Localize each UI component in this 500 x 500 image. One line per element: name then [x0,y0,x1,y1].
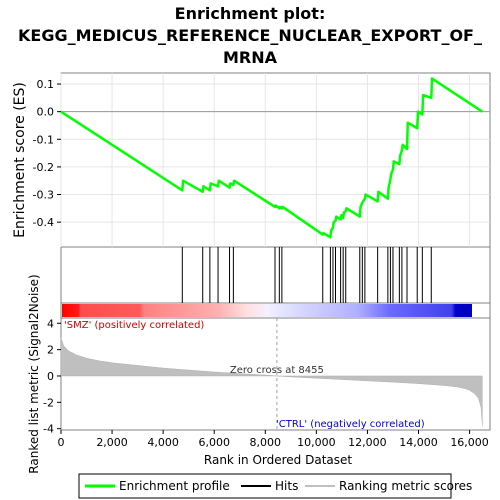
negative-correlation-label: 'CTRL' (negatively correlated) [276,419,425,430]
metric-y-tick-label: -4 [43,423,54,436]
enrichment-profile-line [60,77,484,239]
positive-correlation-label: 'SMZ' (positively correlated) [64,320,204,331]
x-tick-label: 0 [58,436,65,449]
x-tick-label: 12,000 [348,436,387,449]
metric-axis-label: Ranked list metric (Signal2Noise) [27,274,41,473]
x-tick-label: 10,000 [297,436,336,449]
metric-y-tick-label: 0 [47,370,54,383]
zero-cross-label: Zero cross at 8455 [230,365,324,376]
x-tick-label: 2,000 [96,436,128,449]
x-tick-label: 4,000 [147,436,179,449]
chart-title-line2: KEGG_MEDICUS_REFERENCE_NUCLEAR_EXPORT_OF… [18,26,482,45]
es-y-tick-label: -0.4 [33,216,54,229]
es-y-tick-label: -0.3 [33,189,54,202]
x-axis-label: Rank in Ordered Dataset [204,453,352,467]
x-tick-label: 16,000 [450,436,489,449]
es-y-tick-label: -0.1 [33,133,54,146]
es-y-tick-label: -0.2 [33,161,54,174]
metric-y-tick-label: 2 [47,344,54,357]
metric-y-tick-label: 4 [47,317,54,330]
hits-panel [60,246,491,304]
legend-label-ranking-metric: Ranking metric scores [339,479,472,493]
chart-title-line1: Enrichment plot: [175,4,326,23]
x-tick-label: 8,000 [250,436,282,449]
metric-y-tick-label: -2 [43,396,54,409]
chart-title-line3: MRNA [223,48,278,67]
es-y-tick-label: 0.0 [37,106,55,119]
es-y-tick-label: 0.1 [37,78,55,91]
x-tick-label: 6,000 [198,436,230,449]
legend-label-hits: Hits [275,479,298,493]
es-panel [60,72,491,248]
legend-label-enrichment-profile: Enrichment profile [119,479,230,493]
es-axis-label: Enrichment score (ES) [12,82,28,238]
x-tick-label: 14,000 [399,436,438,449]
ranking-metric-area [60,337,483,427]
ranking-color-bar [62,304,472,317]
